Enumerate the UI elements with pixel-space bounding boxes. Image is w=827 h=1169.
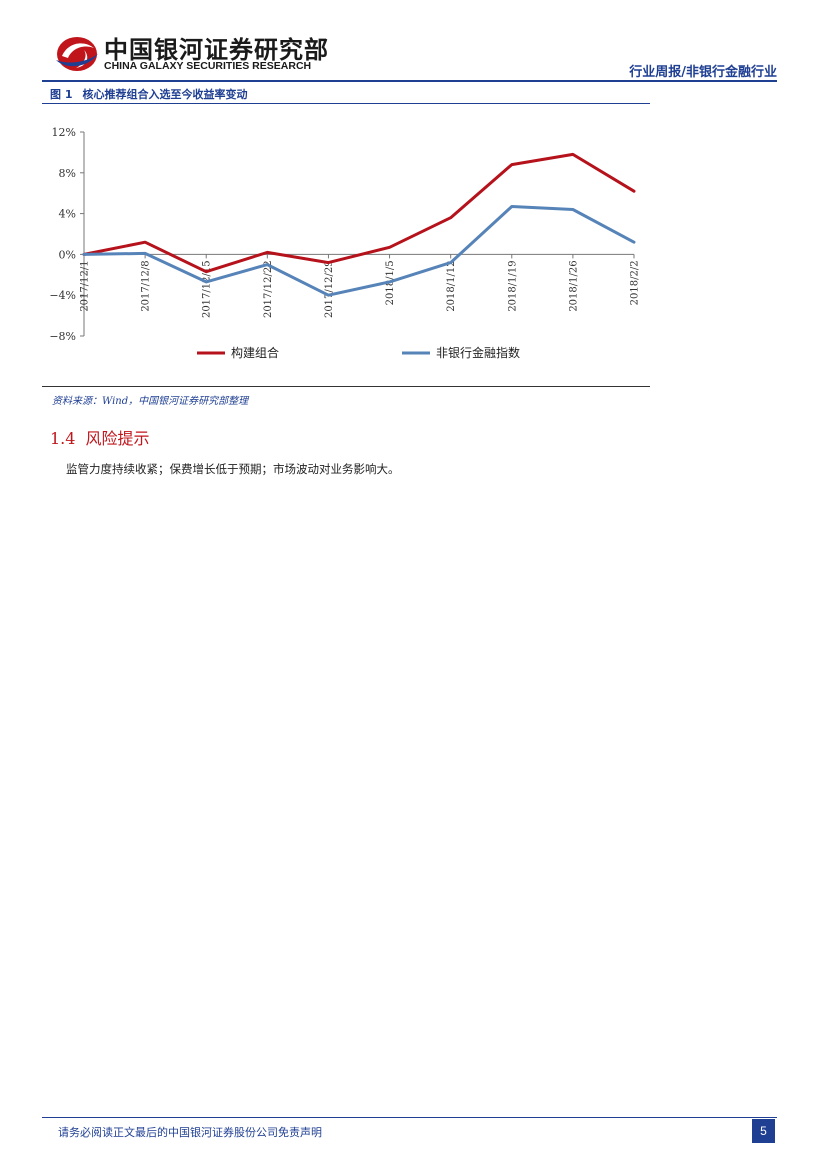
header-divider bbox=[42, 80, 777, 82]
brand-name-cn: 中国银河证券研究部 bbox=[104, 36, 329, 64]
section-heading: 1.4 风险提示 bbox=[50, 425, 149, 449]
x-tick-label: 2017/12/22 bbox=[263, 260, 274, 318]
figure-caption: 图 1 核心推荐组合入选至今收益率变动 bbox=[50, 86, 247, 102]
brand-name-en: CHINA GALAXY SECURITIES RESEARCH bbox=[104, 60, 312, 72]
figure-source: 资料来源：Wind，中国银河证券研究部整理 bbox=[52, 396, 249, 407]
x-tick-label: 2018/1/19 bbox=[507, 260, 518, 311]
page-header: 中国银河证券研究部 CHINA GALAXY SECURITIES RESEAR… bbox=[0, 0, 827, 90]
x-tick-label: 2018/1/26 bbox=[568, 260, 579, 311]
x-tick-label: 2017/12/1 bbox=[80, 260, 91, 311]
figure-number: 图 1 bbox=[50, 88, 73, 101]
y-tick-label: 0% bbox=[59, 248, 76, 261]
section-number: 1.4 bbox=[50, 429, 76, 448]
galaxy-logo-icon bbox=[56, 37, 98, 71]
source-divider bbox=[42, 386, 650, 387]
y-tick-label: −4% bbox=[49, 289, 76, 302]
returns-line-chart: 12% 8% 4% 0% −4% −8% 2017/12/1 2017/12/8 2017/12… bbox=[49, 126, 641, 360]
legend-label: 构建组合 bbox=[231, 345, 279, 360]
x-tick-label: 2017/12/29 bbox=[324, 260, 335, 318]
y-tick-label: 4% bbox=[59, 208, 76, 221]
x-tick-label: 2018/1/12 bbox=[446, 260, 457, 311]
footer-divider bbox=[42, 1117, 777, 1118]
page-number: 5 bbox=[752, 1119, 775, 1143]
series-line-1 bbox=[82, 152, 636, 274]
x-tick-label: 2018/2/2 bbox=[630, 260, 641, 305]
figure-title: 核心推荐组合入选至今收益率变动 bbox=[82, 88, 248, 101]
y-tick-label: 8% bbox=[59, 167, 76, 180]
x-tick-label: 2017/12/8 bbox=[141, 260, 152, 311]
y-tick-label: 12% bbox=[52, 126, 76, 139]
x-tick-label: 2017/12/15 bbox=[202, 260, 213, 318]
risk-text: 监管力度持续收紧；保费增长低于预期；市场波动对业务影响大。 bbox=[66, 462, 400, 476]
legend-label: 非银行金融指数 bbox=[436, 345, 520, 360]
series-line-2 bbox=[82, 205, 636, 297]
y-tick-label: −8% bbox=[49, 330, 76, 343]
section-title: 风险提示 bbox=[85, 429, 150, 448]
caption-divider bbox=[42, 103, 650, 104]
footer-disclaimer: 请务必阅读正文最后的中国银河证券股份公司免责声明 bbox=[58, 1126, 322, 1139]
report-type: 行业周报/非银行金融行业 bbox=[629, 65, 777, 80]
